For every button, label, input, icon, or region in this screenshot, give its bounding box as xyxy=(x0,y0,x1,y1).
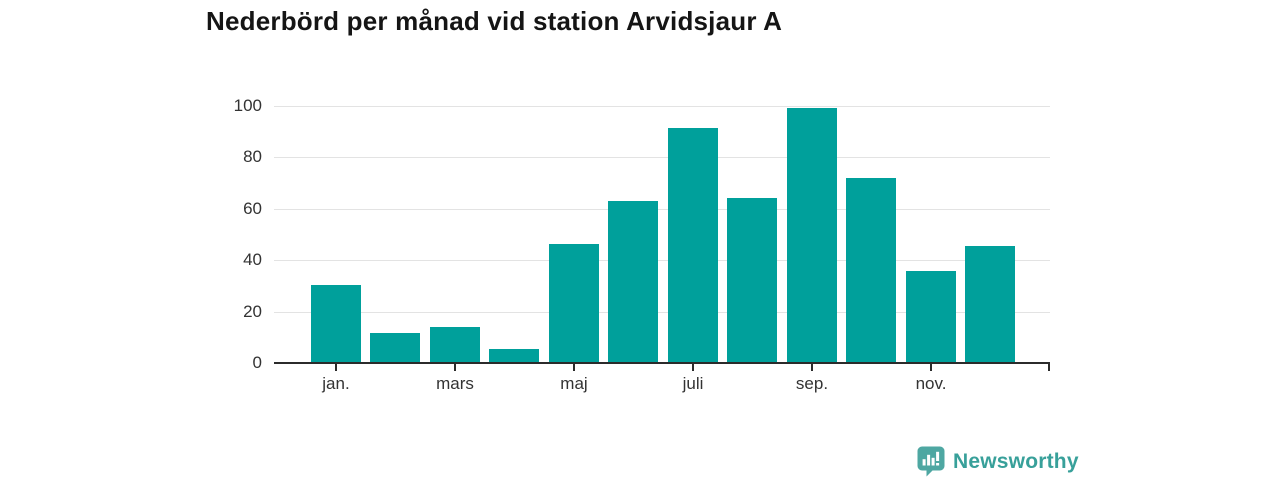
x-axis-tick-label: maj xyxy=(560,374,588,393)
gridline xyxy=(274,106,1050,107)
bar-nov xyxy=(906,271,956,363)
gridline xyxy=(274,157,1050,158)
x-axis-tick xyxy=(811,364,813,371)
gridline xyxy=(274,209,1050,210)
bar-aug xyxy=(727,198,777,363)
x-axis-tick xyxy=(930,364,932,371)
gridline xyxy=(274,312,1050,313)
y-axis-tick-label: 80 xyxy=(243,147,262,166)
x-axis-tick-label: juli xyxy=(682,374,704,393)
bar-dec xyxy=(965,246,1015,363)
x-axis-tick-label: sep. xyxy=(795,374,829,393)
x-axis-tick xyxy=(573,364,575,371)
y-axis-tick-label: 40 xyxy=(243,250,262,269)
bar-okt xyxy=(846,178,896,363)
y-axis-tick-label: 100 xyxy=(233,96,262,115)
bar-apr xyxy=(489,349,539,363)
bar-sep xyxy=(787,108,837,363)
bar-jan xyxy=(311,285,361,363)
newsworthy-logo[interactable]: Newsworthy xyxy=(917,446,1079,477)
bar-maj xyxy=(549,244,599,363)
x-axis-tick xyxy=(335,364,337,371)
x-axis-tick-label: jan. xyxy=(322,374,350,393)
bar-mars xyxy=(430,327,480,363)
x-axis-end-tick xyxy=(1048,364,1050,371)
x-axis-tick xyxy=(454,364,456,371)
bar-juni xyxy=(608,201,658,363)
y-axis-tick-label: 60 xyxy=(243,199,262,218)
bar-feb xyxy=(370,333,420,363)
newsworthy-bar-chart-bubble-icon xyxy=(917,446,945,477)
x-axis-line xyxy=(274,362,1050,364)
x-axis-tick-label: mars xyxy=(436,374,474,393)
x-axis-tick xyxy=(692,364,694,371)
newsworthy-logo-text: Newsworthy xyxy=(953,449,1079,473)
gridline xyxy=(274,260,1050,261)
bar-juli xyxy=(668,128,718,363)
y-axis-tick-label: 0 xyxy=(252,353,262,372)
x-axis-tick-label: nov. xyxy=(915,374,947,393)
y-axis-tick-label: 20 xyxy=(243,302,262,321)
chart-title: Nederbörd per månad vid station Arvidsja… xyxy=(206,6,783,36)
